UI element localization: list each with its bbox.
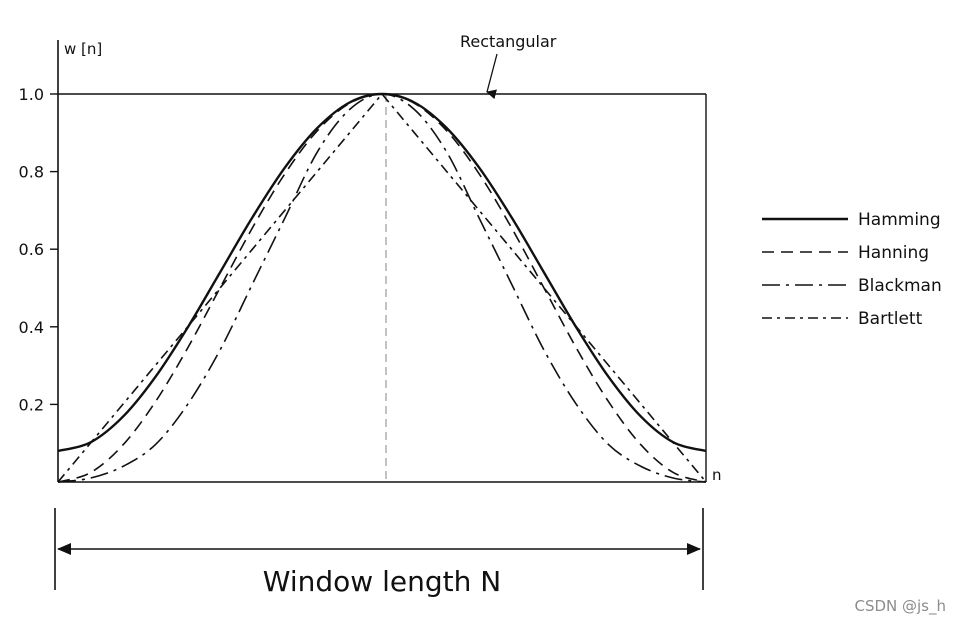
series-line-bartlett xyxy=(57,92,707,483)
y-axis-ticks: 0.2 0.4 0.6 0.8 1.0 xyxy=(19,85,58,414)
y-tick-label: 0.6 xyxy=(19,240,44,259)
y-tick-label: 0.8 xyxy=(19,163,44,182)
legend-label-blackman: Blackman xyxy=(858,276,942,296)
y-tick-label: 0.2 xyxy=(19,395,44,414)
y-axis-title: w [n] xyxy=(64,40,102,58)
rectangular-annotation: Rectangular xyxy=(460,32,557,51)
window-length-label: Window length N xyxy=(263,565,501,598)
y-tick-label: 1.0 xyxy=(19,85,44,104)
series-line-blackman xyxy=(57,93,707,483)
series-line-hamming xyxy=(57,92,707,453)
legend-label-hanning: Hanning xyxy=(858,243,929,263)
series-layer xyxy=(57,92,707,483)
legend-label-bartlett: Bartlett xyxy=(858,309,923,329)
legend-label-hamming: Hamming xyxy=(858,210,941,230)
legend: Hamming Hanning Blackman Bartlett xyxy=(762,210,942,329)
series-line-hanning xyxy=(57,93,707,483)
x-axis-title: n xyxy=(712,466,722,484)
y-tick-label: 0.4 xyxy=(19,318,44,337)
watermark: CSDN @js_h xyxy=(854,597,946,615)
rectangular-annotation-arrow xyxy=(486,53,498,100)
